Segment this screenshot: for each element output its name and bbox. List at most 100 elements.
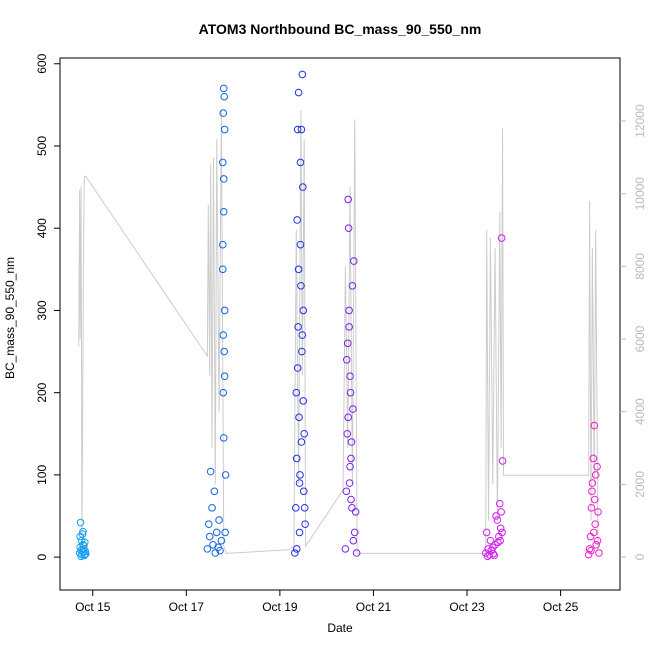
y2-tick-label: 8000	[633, 253, 647, 280]
data-point	[81, 550, 90, 558]
y-tick-label: 600	[35, 53, 49, 73]
data-point	[496, 524, 505, 533]
data-point	[292, 388, 301, 397]
data-point	[342, 355, 351, 364]
data-point	[216, 546, 224, 555]
y-tick-label: 100	[35, 465, 49, 485]
data-point	[219, 240, 227, 249]
data-point	[295, 413, 303, 422]
data-point	[591, 471, 600, 479]
data-point	[220, 92, 229, 101]
data-point	[345, 479, 354, 487]
y-axis-label: BC_mass_90_550_nm	[3, 257, 17, 379]
data-point	[489, 550, 498, 558]
data-point	[587, 503, 596, 512]
data-point	[486, 536, 495, 545]
data-point	[496, 536, 505, 545]
data-point	[347, 438, 356, 446]
data-point	[494, 538, 502, 547]
data-point	[346, 388, 355, 397]
data-point	[220, 306, 229, 315]
data-point	[347, 454, 355, 463]
data-point	[219, 434, 228, 442]
data-point	[344, 195, 352, 204]
data-point	[205, 532, 214, 541]
y2-tick-label: 0	[633, 553, 647, 560]
data-point	[296, 240, 305, 249]
data-point	[294, 88, 303, 97]
data-point	[79, 527, 87, 536]
x-tick-label: Oct 25	[543, 600, 579, 614]
data-point	[217, 536, 226, 545]
data-point	[343, 429, 352, 438]
data-point	[79, 540, 87, 549]
data-point	[299, 306, 308, 315]
data-point	[210, 487, 219, 496]
chart-title: ATOM3 Northbound BC_mass_90_550_nm	[199, 21, 482, 37]
y2-tick-label: 4000	[633, 398, 647, 425]
data-point	[298, 70, 307, 79]
x-tick-label: Oct 21	[356, 600, 392, 614]
data-point	[299, 183, 307, 191]
data-point	[588, 487, 596, 496]
data-point	[300, 429, 309, 438]
data-point	[293, 216, 301, 224]
y-tick-label: 400	[35, 218, 49, 238]
data-point	[348, 503, 356, 512]
data-point	[221, 528, 229, 537]
y-tick-label: 300	[35, 300, 49, 320]
data-point	[76, 518, 85, 527]
data-point	[293, 364, 302, 372]
data-point	[300, 503, 309, 512]
data-point	[206, 467, 215, 476]
data-point	[80, 550, 89, 559]
data-point	[589, 454, 598, 463]
data-point	[203, 545, 212, 553]
data-point	[348, 281, 357, 290]
data-point	[498, 528, 506, 537]
data-point	[297, 438, 306, 446]
data-point	[346, 372, 354, 381]
data-point	[341, 545, 350, 553]
data-point	[350, 257, 358, 265]
data-point	[212, 528, 221, 537]
data-point	[294, 265, 303, 274]
data-point	[345, 306, 353, 315]
y2-tick-label: 6000	[633, 325, 647, 352]
data-point	[595, 549, 603, 557]
data-point	[298, 331, 307, 339]
data-point	[493, 516, 502, 524]
data-point	[295, 528, 304, 537]
data-point	[343, 339, 352, 348]
data-point	[592, 540, 600, 549]
data-point	[296, 158, 305, 167]
data-point	[342, 487, 351, 496]
data-point	[299, 397, 308, 405]
data-point	[295, 479, 304, 487]
data-point	[495, 499, 504, 508]
y2-tick-label: 10000	[633, 177, 647, 211]
data-point	[497, 234, 506, 242]
data-point	[497, 508, 505, 516]
data-point	[219, 109, 228, 117]
data-point	[220, 347, 229, 356]
data-point	[208, 503, 216, 512]
data-point	[352, 549, 361, 557]
data-point	[293, 125, 302, 134]
data-point	[298, 347, 306, 356]
x-tick-label: Oct 19	[262, 600, 298, 614]
data-point	[350, 528, 359, 537]
data-point	[347, 495, 355, 504]
data-point	[351, 508, 360, 516]
y2-tick-label: 2000	[633, 471, 647, 498]
data-point	[296, 471, 304, 479]
data-point	[219, 84, 228, 93]
y2-tick-label: 12000	[633, 104, 647, 138]
y-tick-label: 200	[35, 382, 49, 402]
data-point	[220, 372, 229, 381]
data-point	[492, 512, 500, 520]
data-point	[594, 508, 602, 516]
data-point	[80, 538, 89, 547]
data-point	[297, 125, 306, 134]
